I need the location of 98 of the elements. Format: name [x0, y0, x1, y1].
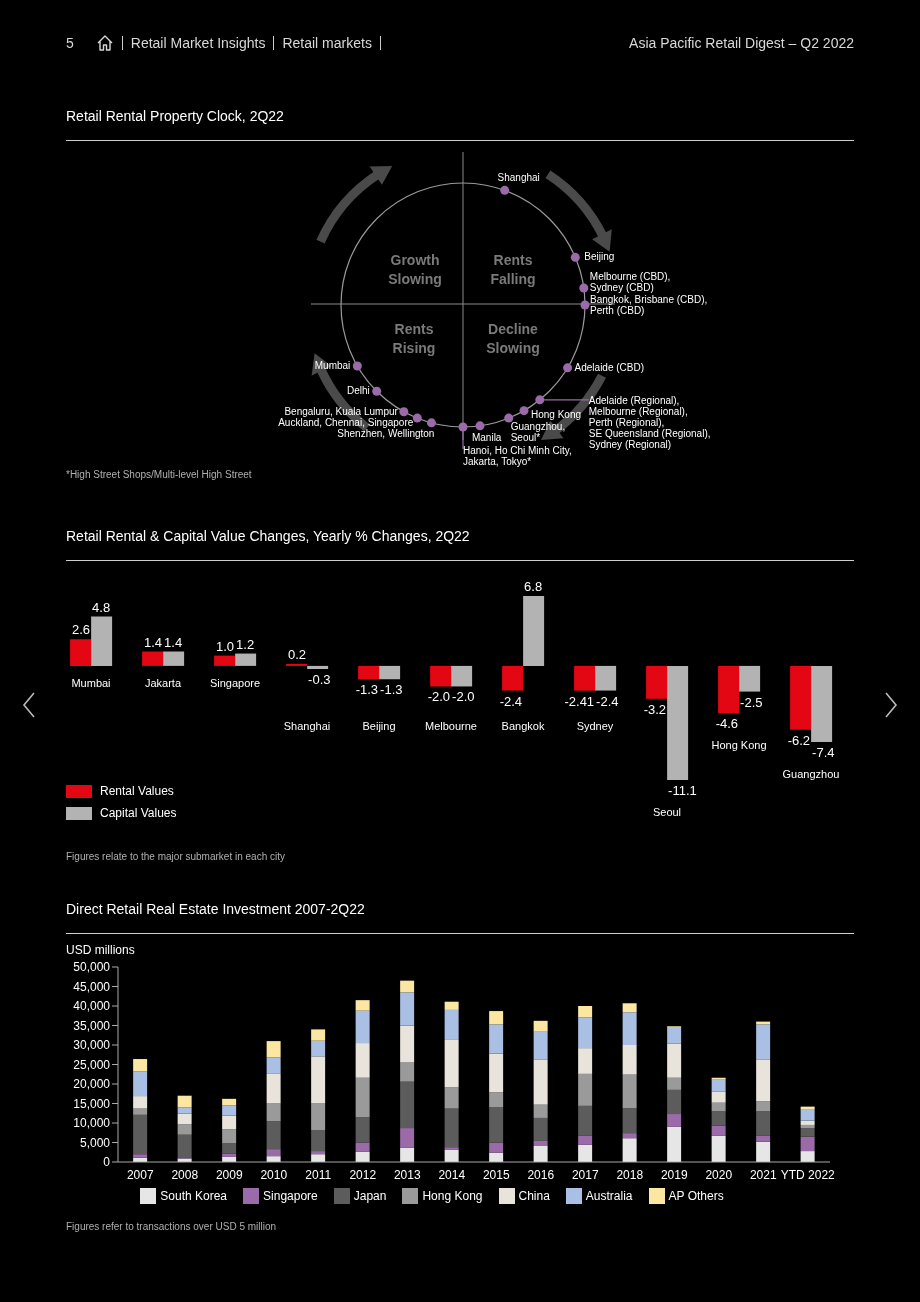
category-label: Auckland, Chennai, Singapore — [277, 417, 414, 429]
y-tick-label: 0 — [103, 1155, 111, 1170]
data-label: 0.2 — [288, 646, 307, 662]
data-label: -2.0 — [427, 689, 451, 705]
x-tick-label: Bangkok — [501, 719, 545, 732]
data-label: 1.2 — [236, 636, 255, 652]
x-tick-label: 2018 — [616, 1167, 644, 1182]
y-tick-label: 15,000 — [73, 1096, 111, 1111]
data-label: -7.4 — [812, 744, 835, 760]
data-label: -1.3 — [355, 682, 379, 698]
category-label: Mumbai — [313, 360, 351, 371]
text: *High Street Shops/Multi-level High Street — [66, 469, 252, 480]
data-label: -2.41 — [564, 693, 595, 709]
x-tick-label: 2016 — [527, 1167, 555, 1182]
legend-label: Australia — [585, 1189, 633, 1203]
data-label: -2.4 — [596, 693, 619, 709]
y-tick-label: 50,000 — [73, 960, 111, 975]
chart-title: Retail Rental & Capital Value Changes, Yearly % Changes, 2Q22 — [66, 528, 471, 546]
data-label: -2.5 — [740, 694, 763, 710]
x-tick-label: Sydney — [576, 719, 614, 732]
legend-label: Japan — [353, 1189, 387, 1203]
x-tick-label: 2015 — [482, 1167, 510, 1182]
legend-label: AP Others — [668, 1189, 724, 1203]
text: Retail Rental Property Clock, 2Q22 — [66, 108, 285, 126]
legend-label: Rental Values — [99, 783, 175, 800]
data-label: -3.2 — [643, 701, 667, 717]
category-label: Shenzhen, Wellington — [337, 427, 435, 439]
x-tick-label: 2011 — [305, 1167, 332, 1182]
x-tick-label: Seoul — [652, 806, 682, 818]
y-tick-label: 45,000 — [73, 979, 111, 994]
data-label: 6.8 — [524, 579, 543, 594]
y-tick-label: 10,000 — [73, 1116, 111, 1131]
x-tick-label: 2021 — [749, 1167, 777, 1182]
chart-title: Direct Retail Real Estate Investment 2007-2Q22 — [66, 901, 366, 919]
data-label: -2.0 — [452, 689, 475, 705]
x-tick-label: Beijing — [362, 719, 396, 732]
y-tick-label: 25,000 — [73, 1057, 111, 1072]
x-tick-label: 2014 — [438, 1167, 466, 1182]
x-tick-label: Shanghai — [283, 719, 331, 732]
y-tick-label: 30,000 — [73, 1038, 111, 1053]
data-label: -4.6 — [715, 716, 739, 732]
x-tick-label: 2010 — [260, 1167, 288, 1182]
x-tick-label: Guangzhou — [782, 767, 840, 780]
x-tick-label: 2019 — [660, 1167, 688, 1182]
text: Retail markets — [282, 35, 372, 51]
text: Rents Falling — [489, 251, 537, 289]
text: Rents Rising — [391, 320, 437, 358]
data-label: -6.2 — [787, 732, 811, 748]
legend-label: Capital Values — [99, 805, 177, 822]
x-tick-label: 2020 — [705, 1167, 733, 1182]
data-label: 1.4 — [164, 634, 183, 650]
data-label: -11.1 — [668, 783, 697, 798]
category-label: Manila — [471, 431, 502, 443]
category-label: Adelaide (Regional), Melbourne (Regional), Perth (Regional), SE Queensland (Regional), Sydney (Regional) — [588, 394, 712, 450]
data-label: 1.0 — [216, 638, 235, 654]
data-label: -0.3 — [308, 671, 331, 687]
y-axis-title: USD millions — [66, 943, 135, 957]
y-tick-label: 40,000 — [73, 999, 111, 1014]
data-label: -2.4 — [499, 693, 523, 709]
category-label: Bengaluru, Kuala Lumpur — [283, 405, 398, 417]
data-label: 1.4 — [144, 634, 163, 650]
text: Asia Pacific Retail Digest – Q2 2022 — [629, 35, 854, 51]
legend-label: Singapore — [263, 1189, 318, 1203]
x-tick-label: 2013 — [393, 1167, 421, 1182]
category-label: Hong Kong — [531, 408, 582, 420]
y-tick-label: 20,000 — [73, 1077, 111, 1092]
category-label: Melbourne (CBD), Sydney (CBD) — [589, 271, 672, 294]
x-tick-label: 2009 — [215, 1167, 243, 1182]
data-label: 2.6 — [72, 622, 91, 638]
text: Retail Market Insights — [130, 35, 266, 51]
data-label: 4.8 — [92, 599, 111, 615]
x-tick-label: 2007 — [126, 1167, 154, 1182]
text: Figures refer to transactions over USD 5 million — [66, 1221, 277, 1232]
text: Decline Slowing — [485, 320, 541, 358]
y-tick-label: 5,000 — [79, 1135, 111, 1150]
x-tick-label: 2012 — [349, 1167, 377, 1182]
category-label: Guangzhou, Seoul* — [510, 421, 567, 444]
category-label: Delhi — [345, 385, 370, 397]
x-tick-label: Jakarta — [144, 676, 182, 689]
x-tick-label: 2017 — [571, 1167, 599, 1182]
x-tick-label: Singapore — [209, 676, 261, 689]
text: Growth Slowing — [387, 251, 443, 289]
x-tick-label: 2008 — [171, 1167, 199, 1182]
legend-label: Hong Kong — [422, 1189, 483, 1203]
category-label: Adelaide (CBD) — [574, 361, 646, 373]
x-tick-label: YTD 2022 — [780, 1167, 836, 1182]
text: Figures relate to the major submarket in each city — [66, 851, 285, 862]
category-label: Hanoi, Ho Chi Minh City, Jakarta, Tokyo* — [463, 445, 572, 467]
x-tick-label: Melbourne — [425, 719, 477, 732]
data-label: -1.3 — [380, 682, 403, 698]
category-label: Shanghai — [496, 172, 541, 184]
y-tick-label: 35,000 — [73, 1018, 111, 1033]
category-label: Bangkok, Brisbane (CBD), Perth (CBD) — [590, 294, 709, 316]
legend-label: South Korea — [160, 1189, 228, 1203]
category-label: Beijing — [584, 251, 616, 263]
legend-label: China — [518, 1189, 550, 1203]
text: 5 — [66, 35, 74, 51]
x-tick-label: Mumbai — [71, 676, 111, 689]
